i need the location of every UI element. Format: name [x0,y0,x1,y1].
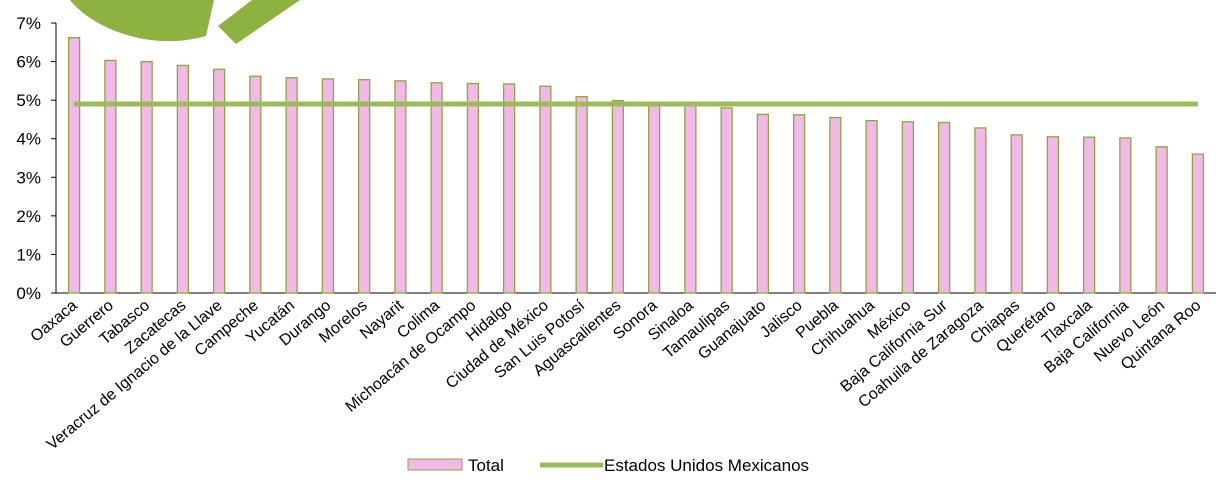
bar [140,60,153,294]
bar [1191,153,1205,294]
bar [249,75,262,294]
bar [720,107,733,294]
bar [1155,146,1168,294]
bar [901,121,915,294]
bar [212,68,226,294]
bar [829,116,842,294]
bar [176,64,190,294]
y-tick-label: 5% [16,91,41,110]
y-tick-label: 3% [16,168,41,187]
legend-label-total: Total [468,456,504,475]
bar [1010,134,1023,294]
bar [647,102,661,294]
bars [67,37,1205,294]
watermark-shape-2 [218,0,300,44]
bar [67,37,81,294]
bar [285,77,298,294]
bar [539,85,552,294]
y-tick-label: 1% [16,245,41,264]
bar [974,127,987,294]
bar [792,114,806,294]
y-tick-label: 6% [16,53,41,72]
bar [575,96,588,294]
watermark [70,0,300,44]
bar [502,83,516,294]
bar [466,82,480,294]
y-tick-label: 2% [16,207,41,226]
bar [394,80,407,294]
bar [756,113,770,294]
bar [684,103,697,294]
y-tick-label: 0% [16,284,41,303]
bar [611,99,625,294]
y-tick-label: 7% [16,14,41,33]
legend-label-national: Estados Unidos Mexicanos [604,456,809,475]
y-tick-label: 4% [16,130,41,149]
legend: Total Estados Unidos Mexicanos [407,456,809,475]
watermark-shape [70,0,214,42]
bar [321,78,335,294]
bar [937,121,951,294]
bar [104,59,117,294]
legend-swatch-total [407,458,463,471]
bar [1046,136,1060,294]
bar [1119,137,1132,294]
bar [1082,136,1096,294]
bar [357,79,371,294]
bar [865,119,878,294]
bar [430,82,443,294]
